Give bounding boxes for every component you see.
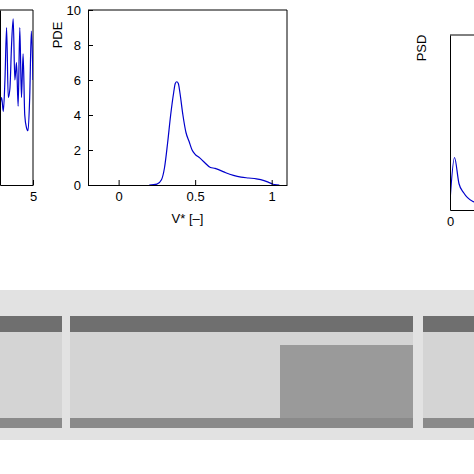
photo-body <box>423 316 474 428</box>
photo-strip <box>423 316 474 428</box>
photo-body <box>0 316 62 428</box>
data-line <box>149 82 279 185</box>
axis-line <box>89 185 288 186</box>
frame <box>33 10 34 185</box>
tick: 6 <box>74 73 93 88</box>
tick: 2 <box>74 143 93 158</box>
y-axis-title: PDE <box>50 21 65 48</box>
tick-label: 0 <box>115 189 122 204</box>
frame <box>88 10 287 11</box>
x-axis: 00.51 <box>89 180 288 204</box>
axis-line <box>88 11 89 186</box>
tick-label: 2 <box>74 143 81 158</box>
tick-label: 0 <box>74 178 81 193</box>
tick-label: 0.5 <box>187 189 205 204</box>
photo-row <box>0 290 474 440</box>
frame <box>287 10 288 185</box>
photo-band <box>0 316 62 332</box>
frame <box>450 35 474 36</box>
photo-band <box>423 316 474 332</box>
plot-area <box>450 158 474 205</box>
tick-mark <box>33 180 34 185</box>
x-axis-title: V* [–] <box>172 211 204 226</box>
tick: 0 <box>74 178 93 193</box>
data-line <box>450 158 474 205</box>
photo-band <box>423 418 474 428</box>
photo-strip <box>0 316 62 428</box>
tick: 1 <box>269 180 276 204</box>
x-axis: 5 <box>1 180 38 204</box>
photo-band <box>0 418 62 428</box>
tick-mark <box>88 80 93 81</box>
tick-label: 4 <box>74 108 81 123</box>
panel: 5 <box>0 10 37 204</box>
tick: 5 <box>30 180 37 204</box>
axis-line <box>451 210 474 211</box>
tick-mark <box>88 45 93 46</box>
photo-shade <box>280 345 413 418</box>
panel: 00.510246810PDEV* [–] <box>50 3 288 226</box>
tick-mark <box>119 180 120 185</box>
tick-label: 5 <box>30 189 37 204</box>
y-axis <box>450 36 451 211</box>
tick-mark <box>195 180 196 185</box>
tick: 0.5 <box>187 180 205 204</box>
tick-mark <box>272 180 273 185</box>
tick: 0 <box>115 180 122 204</box>
tick-mark <box>88 185 93 186</box>
panel: 0 PSD <box>414 35 474 230</box>
axis-line <box>0 11 1 186</box>
photo-band <box>70 418 413 428</box>
figure: 500.510246810PDEV* [–]0PSD <box>0 0 474 474</box>
y-axis <box>0 11 1 186</box>
y-axis: 0 2 4 6 8 10 <box>67 3 93 193</box>
y-axis-title: PSD <box>414 35 429 62</box>
axis-line <box>1 185 34 186</box>
photo-body <box>70 316 413 428</box>
tick-mark <box>88 115 93 116</box>
tick-label: 1 <box>269 189 276 204</box>
tick-label: 6 <box>74 73 81 88</box>
tick-mark <box>88 150 93 151</box>
plot-area <box>149 82 279 185</box>
tick: 8 <box>74 38 93 53</box>
tick-mark <box>88 10 93 11</box>
tick: 10 <box>67 3 93 18</box>
photo-strip <box>70 316 413 428</box>
axis-line <box>450 36 451 211</box>
frame <box>0 10 33 11</box>
tick-label: 8 <box>74 38 81 53</box>
data-line <box>0 19 33 131</box>
photo-ground <box>0 290 474 440</box>
photo-band <box>70 316 413 332</box>
tick-label: 10 <box>67 3 81 18</box>
tick-label: 0 <box>447 214 454 229</box>
tick: 4 <box>74 108 93 123</box>
plot-area <box>0 19 33 131</box>
